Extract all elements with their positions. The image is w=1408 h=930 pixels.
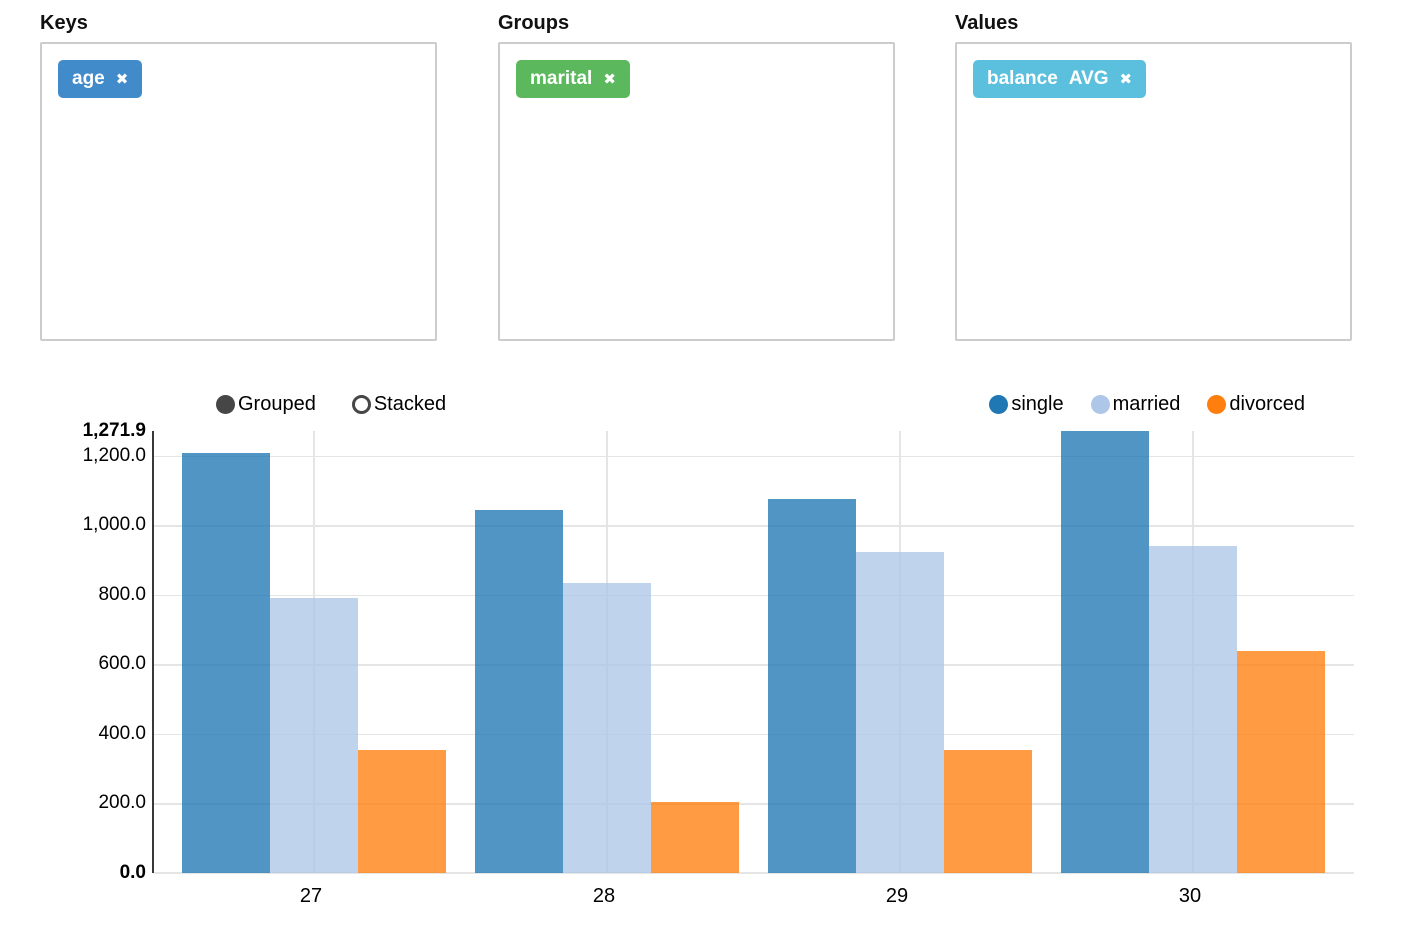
legend-swatch-icon	[989, 395, 1009, 414]
bar-divorced-29[interactable]	[944, 749, 1032, 873]
mode-control-label: Grouped	[238, 393, 316, 415]
values-panel-label: Values	[955, 12, 1019, 34]
legend-swatch-icon	[1207, 395, 1227, 414]
pill-marital[interactable]: marital ✖	[516, 60, 630, 98]
keys-dropzone[interactable]: age ✖	[40, 42, 437, 341]
values-dropzone[interactable]: balance AVG ✖	[955, 42, 1352, 341]
remove-icon[interactable]: ✖	[1119, 69, 1133, 88]
gridline-horizontal	[154, 594, 1354, 597]
x-tick-label: 27	[299, 885, 323, 907]
bar-divorced-28[interactable]	[651, 801, 739, 873]
bar-single-30[interactable]	[1061, 431, 1149, 873]
pill-label: age	[72, 68, 105, 89]
mode-control-label: Stacked	[373, 393, 447, 415]
pill-balance[interactable]: balance AVG ✖	[973, 60, 1147, 98]
pill-label: balance	[987, 68, 1058, 89]
y-tick-label: 200.0	[98, 792, 146, 814]
bar-single-28[interactable]	[475, 509, 563, 873]
grouped-bar-chart: Grouped Stacked single married divorced 0.0…	[0, 380, 1408, 930]
remove-icon[interactable]: ✖	[115, 69, 129, 88]
x-tick-label: 28	[592, 885, 616, 907]
bar-divorced-27[interactable]	[358, 749, 446, 873]
groups-panel-label: Groups	[498, 12, 570, 34]
gridline-horizontal	[154, 455, 1354, 458]
chart-series-legend: single married divorced	[989, 393, 1305, 416]
gridline-horizontal	[154, 733, 1354, 736]
bar-married-28[interactable]	[563, 582, 651, 873]
groups-dropzone[interactable]: marital ✖	[498, 42, 895, 341]
zero-baseline	[154, 872, 1354, 874]
y-max-label: 1,271.9	[82, 420, 146, 441]
bar-married-30[interactable]	[1149, 546, 1237, 873]
radio-selected-icon	[216, 395, 235, 414]
chart-mode-controls: Grouped Stacked	[216, 393, 446, 416]
legend-label: single	[1011, 393, 1064, 415]
mode-control-stacked[interactable]: Stacked	[351, 393, 447, 416]
legend-label: divorced	[1229, 393, 1305, 415]
y-tick-label: 1,000.0	[82, 514, 146, 536]
bar-married-27[interactable]	[270, 598, 358, 873]
gridline-horizontal	[154, 525, 1354, 527]
pill-aggregate-label: AVG	[1068, 68, 1109, 89]
bar-single-29[interactable]	[768, 499, 856, 873]
gridline-horizontal	[154, 803, 1354, 805]
plot-area	[152, 431, 1354, 874]
x-tick-label: 29	[885, 885, 909, 907]
bar-single-27[interactable]	[182, 452, 270, 873]
pill-age[interactable]: age ✖	[58, 60, 143, 98]
legend-label: married	[1112, 393, 1181, 415]
y-tick-label: 600.0	[98, 653, 146, 675]
legend-swatch-icon	[1090, 395, 1110, 414]
radio-unselected-icon	[351, 395, 371, 414]
y-tick-label: 800.0	[98, 583, 146, 605]
bar-married-29[interactable]	[856, 551, 944, 873]
pill-label: marital	[530, 68, 593, 89]
legend-item-divorced[interactable]: divorced	[1207, 393, 1305, 416]
x-tick-label: 30	[1178, 885, 1202, 907]
gridline-horizontal	[154, 664, 1354, 666]
bar-divorced-30[interactable]	[1237, 650, 1325, 873]
y-tick-label: 0.0	[119, 862, 146, 883]
legend-item-married[interactable]: married	[1090, 393, 1181, 416]
legend-item-single[interactable]: single	[989, 393, 1064, 416]
y-tick-label: 1,200.0	[82, 444, 146, 466]
y-tick-label: 400.0	[98, 722, 146, 744]
remove-icon[interactable]: ✖	[603, 69, 616, 88]
keys-panel-label: Keys	[40, 12, 88, 34]
mode-control-grouped[interactable]: Grouped	[216, 393, 316, 416]
